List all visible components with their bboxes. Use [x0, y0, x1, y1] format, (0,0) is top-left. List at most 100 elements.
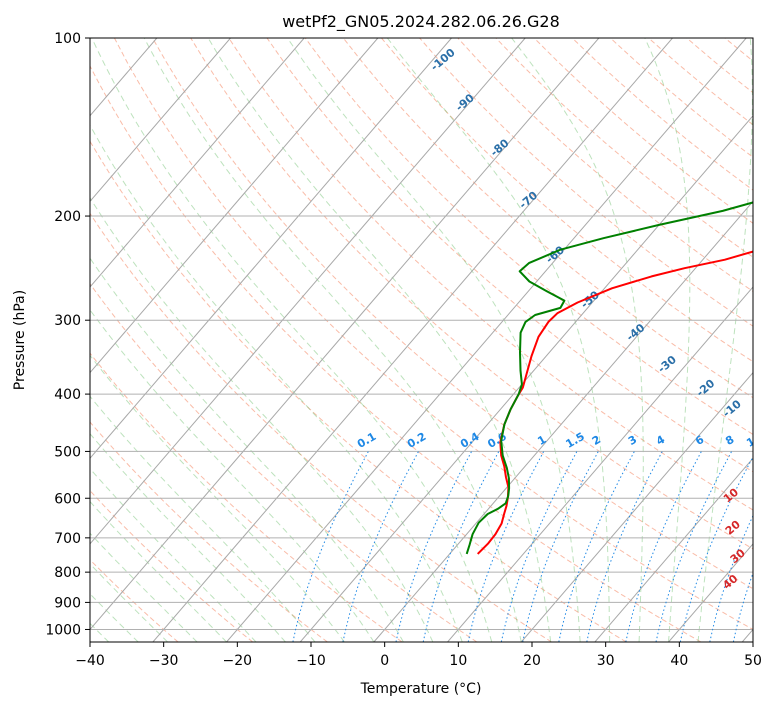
y-tick-label: 900 [54, 595, 81, 611]
moist-adiabat-line [90, 395, 316, 642]
dry-adiabat-line [304, 38, 753, 435]
moist-adiabat-label: -90 [453, 91, 477, 114]
moist-adiabat-line [91, 38, 493, 642]
dry-adiabat-line [90, 65, 702, 642]
x-tick-label: 50 [744, 653, 762, 669]
dry-adiabat-line [266, 38, 753, 473]
moist-adiabat-line [697, 38, 753, 642]
moist-adiabat-label: -100 [428, 46, 458, 74]
dry-adiabat-line [419, 38, 753, 327]
dry-adiabat-line [90, 212, 552, 642]
x-tick-label: 10 [449, 653, 467, 669]
dry-adiabat-line [763, 38, 775, 642]
dry-adiabat-line [686, 38, 753, 94]
dry-adiabat-line [90, 282, 478, 642]
mixing-ratio-line [655, 451, 733, 642]
mixing-ratio-line [292, 451, 369, 642]
mixing-ratio-label: 1.5 [563, 430, 586, 451]
mixing-ratio-label: 0.1 [355, 430, 378, 451]
isotherm-line [668, 543, 753, 642]
mixing-ratio-label: 0.6 [485, 430, 509, 451]
moist-adiabat-line [143, 38, 522, 642]
moist-adiabat-label: 20 [723, 518, 743, 538]
y-tick-label: 200 [54, 209, 81, 225]
x-tick-label: 30 [597, 653, 615, 669]
moist-adiabat-label: 10 [721, 485, 741, 505]
y-tick-label: 1000 [45, 622, 81, 638]
moist-adiabat-line [90, 124, 463, 642]
x-tick-label: −20 [223, 653, 253, 669]
mixing-ratio-line [522, 451, 599, 642]
dry-adiabat-line [571, 38, 753, 191]
y-tick-label: 700 [54, 531, 81, 547]
dry-adiabat-line [381, 38, 753, 363]
chart-title: wetPf2_GN05.2024.282.06.26.G28 [282, 12, 560, 32]
temperature-line [476, 250, 753, 555]
moist-adiabat-line [511, 38, 644, 642]
dewpoint-line [465, 201, 753, 555]
x-axis: −40 −30 −20 −10 0 10 20 30 40 50 [75, 642, 762, 669]
moist-adiabat-line [90, 309, 375, 642]
mixing-ratio-line [395, 451, 473, 642]
y-tick-label: 800 [54, 565, 81, 581]
isotherm-line [520, 371, 753, 642]
dry-adiabat-line [457, 38, 753, 292]
x-tick-label: −10 [296, 653, 326, 669]
y-tick-label: 400 [54, 387, 81, 403]
x-axis-label: Temperature (°C) [360, 681, 482, 697]
isotherm-line [90, 38, 379, 374]
moist-adiabat-line [386, 38, 611, 642]
dry-adiabat-line [152, 38, 753, 590]
mixing-ratio-label: 0.2 [405, 430, 428, 451]
x-tick-label: 40 [670, 653, 688, 669]
isotherm-line [226, 38, 747, 642]
plot-frame [89, 37, 754, 643]
dry-adiabat-line [342, 38, 753, 399]
isotherm-line [447, 286, 753, 642]
x-tick-label: 0 [380, 653, 389, 669]
isotherm-line [90, 38, 231, 203]
sounding-profiles [465, 201, 753, 555]
isotherm-line [373, 200, 753, 642]
isotherm-line [90, 38, 526, 545]
y-tick-label: 100 [54, 31, 81, 47]
moist-adiabat-label: -10 [720, 397, 744, 420]
y-tick-label: 500 [54, 444, 81, 460]
y-tick-label: 300 [54, 313, 81, 329]
moist-adiabat-line [90, 433, 286, 642]
mixing-ratio-line [422, 451, 500, 642]
moist-adiabat-label: -40 [624, 321, 648, 344]
y-axis: 100 200 300 400 500 600 700 800 900 1000 [45, 31, 90, 638]
dry-adiabat-line [228, 38, 753, 511]
isotherm-line [90, 38, 452, 459]
mixing-ratio-line [732, 571, 753, 642]
moist-adiabat-line [90, 257, 404, 642]
dry-adiabat-line [113, 38, 753, 631]
background-lines: 0.10.20.40.611.52346810131620253036-100-… [0, 38, 775, 642]
mixing-ratio-line [558, 451, 635, 642]
dry-adiabat-line [90, 489, 254, 642]
y-tick-label: 600 [54, 491, 81, 507]
mixing-ratio-line [709, 514, 753, 642]
mixing-ratio-line [625, 451, 702, 642]
mixing-ratio-line [758, 451, 775, 642]
mixing-ratio-line [500, 451, 578, 642]
mixing-ratio-line [679, 455, 753, 642]
mixing-ratio-line [342, 451, 419, 642]
mixing-ratio-label: 1 [535, 433, 548, 448]
mixing-ratio-label: 6 [693, 433, 706, 448]
isotherm-line [90, 38, 600, 631]
isotherm-line [0, 38, 10, 642]
dry-adiabat-line [90, 421, 328, 642]
mixing-ratio-label: 3 [626, 433, 639, 448]
moist-adiabat-line [90, 196, 434, 642]
mixing-ratio-label: 8 [723, 433, 736, 448]
moist-adiabat-label: 40 [720, 572, 740, 592]
moist-adiabat-label: -80 [488, 136, 512, 159]
isotherm-line [152, 38, 673, 642]
moist-adiabat-line [207, 38, 552, 642]
isotherm-line [594, 457, 753, 642]
moist-adiabat-line [286, 38, 581, 642]
moist-adiabat-line [644, 38, 691, 642]
